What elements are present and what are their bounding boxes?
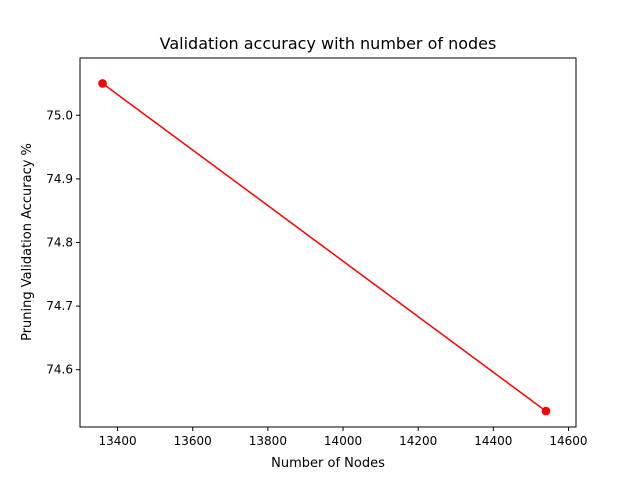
x-tick-label: 14200 [399, 434, 437, 448]
x-axis: 13400 13600 13800 14000 14200 14400 14600 [98, 427, 588, 448]
plot-area [79, 57, 577, 428]
x-tick-label: 14000 [324, 434, 362, 448]
series-line [102, 82, 547, 412]
series-layer [98, 79, 551, 416]
y-tick-label: 74.6 [46, 363, 73, 377]
y-tick-label: 74.7 [46, 299, 73, 313]
y-tick-label: 74.9 [46, 172, 73, 186]
data-point [541, 406, 551, 416]
y-tick-label: 74.8 [46, 236, 73, 250]
y-axis: 74.6 74.7 74.8 74.9 75.0 [46, 108, 80, 377]
chart-title: Validation accuracy with number of nodes [160, 34, 497, 53]
x-tick-label: 13600 [174, 434, 212, 448]
x-tick-label: 13400 [98, 434, 136, 448]
x-tick-label: 14600 [549, 434, 587, 448]
y-tick-label: 75.0 [46, 108, 73, 122]
y-axis-label: Pruning Validation Accuracy % [20, 143, 35, 341]
data-point [98, 79, 107, 88]
x-axis-label: Number of Nodes [271, 456, 385, 471]
x-tick-label: 13800 [249, 434, 287, 448]
x-tick-label: 14400 [474, 434, 512, 448]
